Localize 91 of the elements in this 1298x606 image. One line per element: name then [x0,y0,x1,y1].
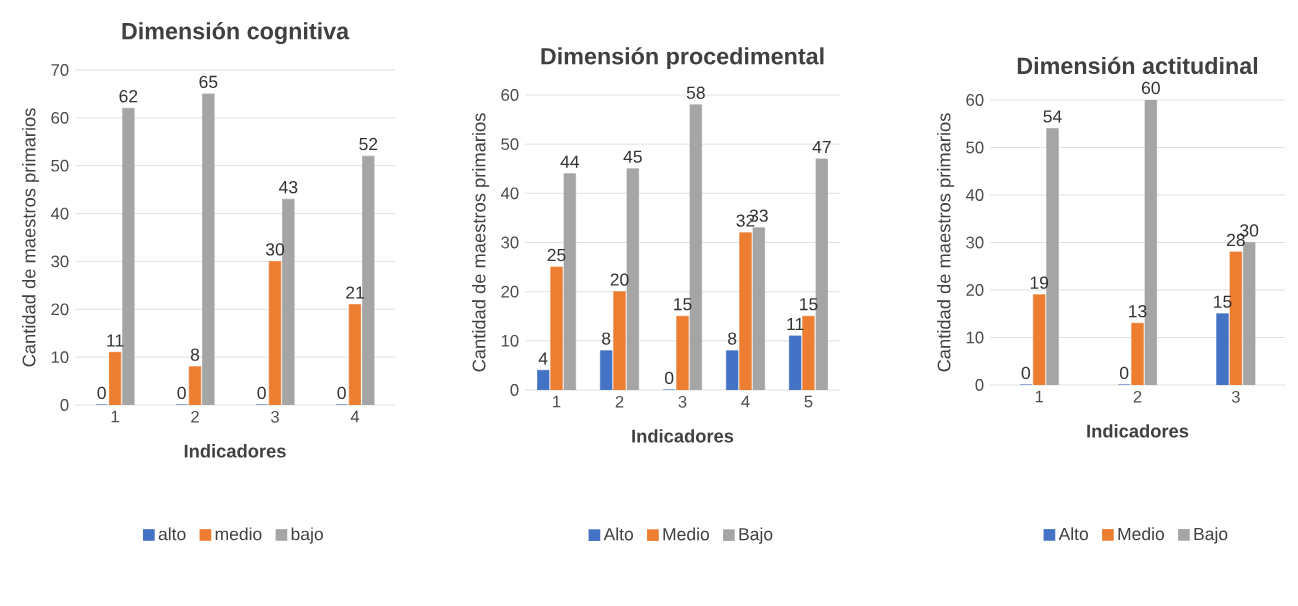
x-tick-label: 4 [741,395,750,408]
y-tick-label: 30 [501,236,519,249]
chart-title: Dimensión cognitiva [122,22,350,45]
data-label: 0 [1119,366,1129,380]
x-tick-label: 1 [1035,390,1044,403]
y-tick-label: 0 [975,379,984,391]
y-tick-label: 10 [966,331,984,344]
legend-label: bajo [291,527,323,544]
legend-label: Medio [663,527,709,541]
y-axis-title: Cantidad de maestros primarios [937,113,955,372]
legend-label: Alto [1058,527,1088,541]
data-label: 19 [1030,276,1049,289]
bar [268,261,282,405]
x-tick-label: 4 [350,410,360,423]
data-label: 4 [538,352,548,365]
bar [1033,294,1046,385]
data-label: 0 [177,386,186,400]
data-label: 58 [686,86,705,99]
data-label: 62 [119,90,138,103]
data-label: 15 [674,298,692,311]
y-tick-label: 40 [965,189,984,201]
data-label: 8 [190,348,200,361]
x-axis-title: Indicadores [632,429,734,443]
data-label: 0 [337,386,346,400]
bar [188,366,202,405]
data-label: 65 [199,75,218,89]
data-label: 0 [1021,366,1031,380]
data-label: 0 [664,371,674,385]
y-tick-label: 10 [51,351,69,364]
data-label: 52 [359,137,378,151]
legend-label: Bajo [1194,527,1228,544]
bar [1216,313,1229,385]
x-axis-title: Indicadores [184,444,286,458]
data-label: 44 [560,155,580,168]
data-label: 25 [547,248,566,262]
y-tick-label: 50 [501,138,519,151]
data-label: 54 [1043,110,1062,123]
x-tick-label: 2 [191,410,199,423]
x-tick-label: 2 [1133,390,1142,403]
bar [108,352,122,405]
data-label: 8 [728,332,737,345]
y-tick-label: 0 [510,384,519,396]
legend-label: alto [158,527,186,541]
x-tick-label: 1 [111,410,119,423]
y-axis-title: Cantidad de maestros primarios [22,108,40,367]
y-tick-label: 60 [501,89,519,101]
data-label: 45 [623,150,642,163]
data-label: 8 [602,332,611,345]
bar [1131,322,1144,385]
x-tick-label: 3 [1231,390,1240,403]
data-label: 15 [800,298,818,311]
x-tick-label: 5 [804,395,813,408]
data-label: 43 [279,180,298,194]
data-label: 47 [812,141,831,154]
data-label: 20 [610,273,629,286]
y-tick-label: 40 [500,187,519,200]
bar [1046,128,1059,385]
x-tick-label: 3 [678,395,687,408]
data-label: 0 [257,386,266,400]
y-tick-label: 60 [51,111,69,124]
x-tick-label: 2 [615,395,624,408]
x-tick-label: 3 [271,410,279,423]
bar [348,304,362,405]
legend-label: Alto [603,527,633,541]
data-label: 13 [1129,304,1147,318]
data-label: 0 [97,386,106,400]
legend-label: medio [215,527,262,541]
y-tick-label: 20 [51,303,69,316]
x-axis-title: Indicadores [1087,424,1189,438]
y-axis-title: Cantidad de maestros primarios [472,113,490,372]
chart-title: Dimensión procedimental [541,47,824,70]
y-tick-label: 70 [51,64,69,76]
y-tick-label: 20 [966,284,984,296]
legend-label: Medio [1118,527,1164,541]
data-label: 21 [346,286,364,299]
chart-title: Dimensión actitudinal [1017,56,1258,75]
x-tick-label: 1 [553,395,561,408]
legend-label: Bajo [739,527,773,544]
y-tick-label: 50 [51,159,69,172]
y-tick-label: 50 [966,141,984,154]
y-tick-label: 0 [60,399,69,411]
data-label: 11 [107,334,124,347]
y-tick-label: 40 [50,207,69,220]
y-tick-label: 30 [51,255,69,268]
y-tick-label: 30 [966,236,984,249]
data-label: 60 [1141,81,1160,95]
y-tick-label: 20 [501,285,519,298]
bar [1243,242,1256,385]
y-tick-label: 10 [501,334,519,347]
data-label: 30 [265,243,285,256]
y-tick-label: 60 [966,94,984,106]
